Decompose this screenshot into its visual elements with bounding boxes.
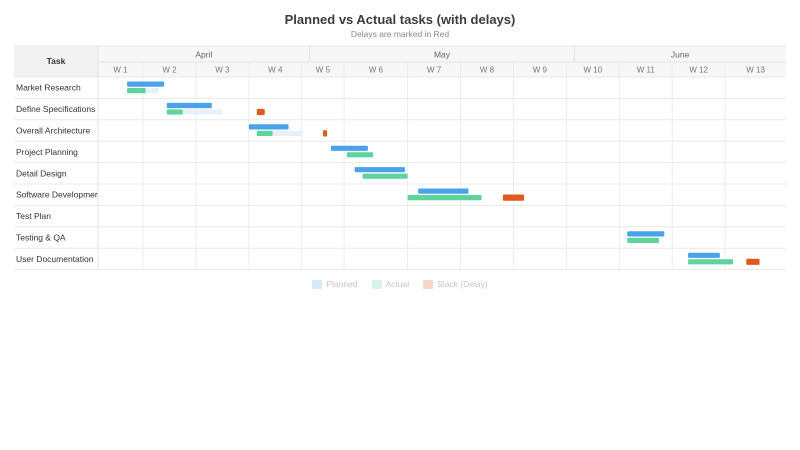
actual-bar [166,109,183,115]
week-label: W 2 [162,66,177,75]
faded-bar [182,109,223,115]
task-column-header: Task [47,56,66,66]
week-label: W 6 [369,66,384,75]
legend-swatch-slack [423,279,434,289]
actual-bar [627,237,659,243]
actual-bar [362,173,408,179]
week-label: W 7 [427,66,442,75]
planned-bar [248,124,289,130]
legend-swatch-actual [371,279,382,289]
actual-bar [688,259,734,265]
slack-bar [256,108,265,116]
legend-label-planned: Planned [326,279,358,289]
planned-bar [166,102,212,109]
task-label: Software Development [16,190,103,200]
legend-label-actual: Actual [385,279,410,289]
task-label: Test Plan [16,211,51,221]
month-label: May [434,50,451,60]
actual-bar [127,88,146,94]
slack-bar [502,194,525,201]
week-label: W 3 [215,66,230,75]
faded-bar [145,88,159,94]
week-label: W 1 [113,66,128,75]
task-label: Market Research [16,83,81,93]
legend-label-slack: Slack (Delay) [437,279,488,289]
legend-item-actual[interactable]: Actual [371,279,410,289]
planned-bar [354,167,405,173]
task-label: Project Planning [16,147,78,157]
legend-item-planned[interactable]: Planned [312,279,358,289]
chart-legend: Planned Actual Slack (Delay) [0,279,800,289]
month-label: June [671,50,690,60]
week-label: W 10 [583,66,602,75]
legend-swatch-planned [312,279,323,289]
week-label: W 11 [637,66,656,75]
task-label: Testing & QA [16,233,66,243]
actual-bar [407,195,482,201]
task-header-cell [14,46,98,77]
planned-bar [418,188,469,194]
week-label: W 12 [689,66,708,75]
actual-bar [256,130,273,136]
week-label: W 8 [480,66,495,75]
chart-subtitle: Delays are marked in Red [350,29,450,39]
week-label: W 5 [316,66,331,75]
month-header-row [98,46,786,62]
month-label: April [195,50,212,60]
planned-bar [330,145,368,151]
chart-title: Planned vs Actual tasks (with delays) [284,12,516,27]
task-label: User Documentation [16,254,94,264]
task-label: Detail Design [16,168,67,178]
task-label: Define Specifications [16,104,95,114]
actual-bar [346,152,374,158]
legend-item-slack[interactable]: Slack (Delay) [423,279,488,289]
week-label: W 4 [268,66,283,75]
week-header-row [98,62,786,77]
slack-bar [322,130,328,137]
planned-bar [127,81,165,87]
slack-bar [746,258,760,265]
faded-bar [272,130,302,136]
planned-bar [627,231,665,237]
task-label: Overall Architecture [16,126,90,136]
planned-bar [688,252,720,258]
week-label: W 9 [533,66,548,75]
week-label: W 13 [746,66,765,75]
